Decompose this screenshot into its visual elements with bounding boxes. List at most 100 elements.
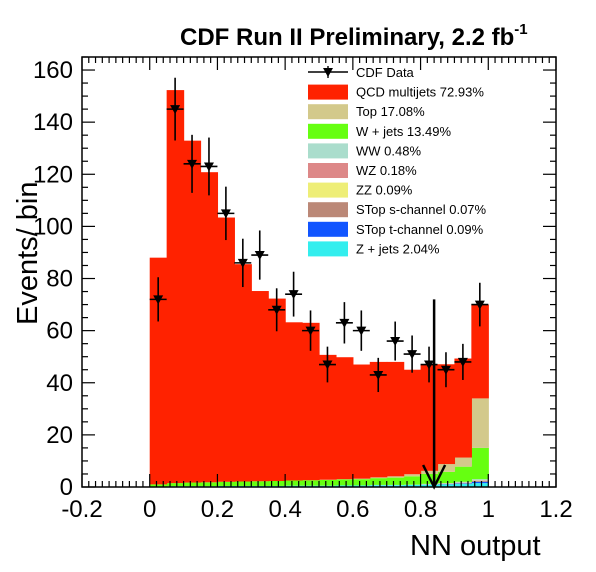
x-axis-label: NN output [410, 530, 541, 562]
bar-8-bin-1 [166, 90, 185, 484]
data-point-15 [403, 335, 421, 373]
bar-7-bin-14 [386, 476, 405, 478]
legend-swatch-0 [308, 84, 348, 100]
bar-1-bin-18 [454, 483, 472, 484]
bar-7-bin-13 [369, 477, 388, 479]
x-tick-label-7: 1.2 [539, 496, 572, 523]
data-point-4 [217, 186, 235, 241]
bar-6-bin-13 [369, 478, 388, 485]
x-tick-label-0: -0.2 [61, 496, 102, 523]
legend-swatch-1 [308, 104, 348, 120]
bar-6-bin-9 [302, 480, 320, 486]
legend-entry-3: WW 0.48% [308, 143, 421, 159]
bar-0-bin-13 [369, 485, 388, 487]
bar-4-bin-19 [471, 480, 489, 481]
bar-8-bin-8 [285, 322, 303, 481]
bar-8-bin-12 [352, 364, 371, 479]
legend-swatch-6 [308, 202, 348, 218]
y-axis-label: Events/ bin [12, 182, 44, 325]
bar-8-bin-15 [403, 369, 422, 475]
data-point-0 [149, 277, 167, 322]
data-point-5 [234, 238, 252, 288]
bar-6-bin-15 [403, 476, 422, 485]
data-point-6 [251, 230, 269, 280]
bar-6-bin-14 [386, 477, 405, 485]
bar-0-bin-17 [437, 484, 456, 487]
bar-6-bin-4 [217, 481, 235, 486]
bar-8-bin-19 [471, 304, 489, 399]
bar-7-bin-15 [403, 474, 422, 477]
y-tick-label-3: 60 [46, 318, 73, 345]
bar-7-bin-17 [437, 464, 456, 472]
bar-6-bin-7 [268, 481, 286, 486]
bar-2-bin-19 [471, 481, 489, 482]
legend-entry-4: WZ 0.18% [308, 163, 417, 178]
bar-0-bin-16 [420, 484, 439, 487]
bar-8-bin-10 [319, 354, 337, 480]
bar-7-bin-16 [420, 470, 439, 474]
legend: CDF Data QCD multijets 72.93% Top 17.08% W … [308, 65, 487, 257]
bar-6-bin-11 [335, 479, 354, 486]
data-points [149, 77, 489, 393]
legend-label-6: STop s-channel 0.07% [356, 202, 487, 217]
y-tick-label-4: 80 [46, 266, 73, 293]
bar-7-bin-18 [454, 457, 472, 467]
bar-0-bin-18 [454, 483, 472, 487]
data-point-7 [268, 288, 286, 332]
x-tick-label-3: 0.4 [268, 496, 301, 523]
y-tick-label-7: 140 [33, 109, 73, 136]
legend-label-8: Z + jets 2.04% [356, 241, 440, 256]
legend-entry-1: Top 17.08% [308, 104, 425, 120]
data-point-14 [386, 321, 404, 361]
bar-8-bin-18 [454, 358, 472, 458]
bar-5-bin-16 [420, 483, 439, 485]
legend-swatch-2 [308, 123, 348, 139]
bar-5-bin-17 [437, 483, 456, 484]
x-tick-label-2: 0.2 [201, 496, 234, 523]
legend-label-3: WW 0.48% [356, 143, 421, 158]
data-point-19 [471, 282, 489, 327]
data-point-3 [200, 137, 218, 196]
data-point-17 [437, 352, 455, 388]
legend-entry-data: CDF Data [308, 65, 415, 80]
legend-label-5: ZZ 0.09% [356, 183, 413, 198]
y-tick-label-2: 40 [46, 370, 73, 397]
bar-0-bin-19 [471, 483, 489, 487]
y-tick-label-0: 0 [60, 474, 73, 501]
bar-7-bin-12 [352, 478, 371, 480]
legend-label-0: QCD multijets 72.93% [356, 85, 484, 100]
bar-8-bin-4 [217, 217, 235, 482]
legend-entry-5: ZZ 0.09% [308, 182, 413, 198]
legend-label-2: W + jets 13.49% [356, 124, 451, 139]
data-point-1 [166, 77, 184, 141]
bar-6-bin-18 [454, 466, 472, 482]
y-tick-label-8: 160 [33, 57, 73, 84]
bar-8-bin-6 [251, 291, 269, 482]
legend-swatch-3 [308, 143, 348, 159]
bar-5-bin-19 [471, 479, 489, 481]
bar-8-bin-0 [149, 257, 168, 485]
bar-6-bin-17 [437, 471, 456, 484]
bar-7-bin-19 [471, 398, 489, 448]
legend-swatch-5 [308, 182, 348, 198]
legend-swatch-8 [308, 241, 348, 257]
bar-6-bin-6 [251, 481, 269, 486]
data-point-10 [319, 346, 336, 383]
y-tick-label-5: 100 [33, 213, 73, 240]
bar-8-bin-11 [335, 357, 354, 480]
data-point-9 [302, 310, 319, 351]
bar-6-bin-1 [166, 483, 185, 487]
legend-label-4: WZ 0.18% [356, 163, 417, 178]
bar-6-bin-8 [285, 480, 303, 486]
bar-6-bin-12 [352, 479, 371, 486]
bar-8-bin-9 [302, 322, 320, 481]
bar-6-bin-5 [234, 481, 252, 486]
bar-0-bin-15 [403, 484, 422, 487]
data-point-2 [183, 134, 201, 193]
legend-entry-7: STop t-channel 0.09% [308, 221, 484, 237]
x-tick-label-4: 0.6 [336, 496, 369, 523]
bar-6-bin-19 [471, 447, 489, 480]
x-tick-label-6: 1 [482, 496, 495, 523]
stacked-histogram [149, 90, 489, 487]
